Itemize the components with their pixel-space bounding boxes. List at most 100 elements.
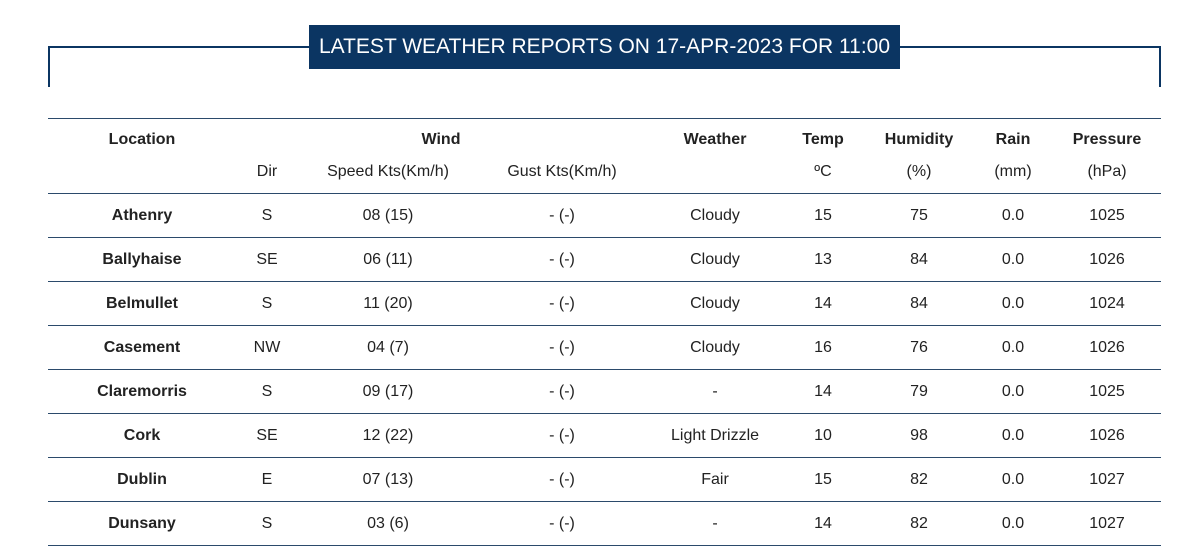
data-cell: 09 (17)	[362, 383, 414, 400]
data-cell: 13	[814, 251, 832, 268]
header-sublabel: (%)	[906, 163, 932, 180]
data-cell: - (-)	[549, 515, 575, 532]
location-cell: Athenry	[111, 207, 173, 224]
data-cell: 14	[814, 515, 832, 532]
data-cell: 14	[814, 295, 832, 312]
data-cell: - (-)	[549, 207, 575, 224]
row-border	[48, 369, 1161, 370]
data-cell: Cloudy	[690, 207, 740, 224]
location-cell: Dublin	[117, 471, 167, 488]
header-sublabel: ºC	[814, 163, 832, 180]
bracket-left-h	[48, 46, 309, 48]
table-top-border	[48, 118, 1161, 119]
row-border	[48, 457, 1161, 458]
data-cell: SE	[256, 251, 278, 268]
data-cell: 15	[814, 207, 832, 224]
data-cell: - (-)	[549, 251, 575, 268]
data-cell: 0.0	[1001, 207, 1025, 224]
header-border	[48, 193, 1161, 194]
data-cell: 1026	[1089, 251, 1125, 268]
data-cell: S	[261, 515, 273, 532]
data-cell: 0.0	[1001, 383, 1025, 400]
data-cell: 11 (20)	[363, 295, 413, 312]
data-cell: Cloudy	[690, 251, 740, 268]
data-cell: 08 (15)	[362, 207, 414, 224]
data-cell: NW	[253, 339, 281, 356]
data-cell: 07 (13)	[362, 471, 414, 488]
data-cell: 14	[814, 383, 832, 400]
data-cell: 06 (11)	[363, 251, 413, 268]
header-label: Pressure	[1072, 131, 1142, 148]
header-label: Weather	[683, 131, 747, 148]
data-cell: - (-)	[549, 471, 575, 488]
data-cell: 0.0	[1001, 515, 1025, 532]
data-cell: 84	[910, 295, 928, 312]
data-cell: 15	[814, 471, 832, 488]
data-cell: 03 (6)	[367, 515, 409, 532]
data-cell: 1027	[1089, 515, 1125, 532]
data-cell: 82	[910, 471, 928, 488]
data-cell: -	[712, 383, 718, 400]
location-cell: Claremorris	[97, 383, 187, 400]
bracket-left-v	[48, 46, 50, 87]
row-border	[48, 237, 1161, 238]
data-cell: 0.0	[1001, 339, 1025, 356]
bracket-right-v	[1159, 46, 1161, 87]
header-sublabel: Speed Kts(Km/h)	[327, 163, 449, 180]
header-sublabel: (mm)	[994, 163, 1032, 180]
data-cell: 79	[910, 383, 928, 400]
data-cell: - (-)	[549, 339, 575, 356]
location-cell: Belmullet	[105, 295, 179, 312]
data-cell: 1027	[1089, 471, 1125, 488]
data-cell: 0.0	[1001, 471, 1025, 488]
data-cell: Cloudy	[690, 295, 740, 312]
data-cell: 1024	[1089, 295, 1125, 312]
title: LATEST WEATHER REPORTS ON 17-APR-2023 FO…	[309, 25, 900, 69]
data-cell: 84	[910, 251, 928, 268]
data-cell: 0.0	[1001, 427, 1025, 444]
data-cell: Fair	[701, 471, 729, 488]
data-cell: 75	[910, 207, 928, 224]
data-cell: 1026	[1089, 339, 1125, 356]
location-cell: Ballyhaise	[102, 251, 182, 268]
header-sublabel: (hPa)	[1087, 163, 1127, 180]
data-cell: S	[261, 383, 273, 400]
row-border	[48, 501, 1161, 502]
header-label: Wind	[421, 131, 461, 148]
row-border	[48, 325, 1161, 326]
data-cell: -	[712, 515, 718, 532]
row-border	[48, 281, 1161, 282]
data-cell: 16	[814, 339, 832, 356]
header-label: Rain	[995, 131, 1031, 148]
data-cell: 12 (22)	[362, 427, 414, 444]
data-cell: Light Drizzle	[670, 427, 760, 444]
data-cell: - (-)	[549, 295, 575, 312]
data-cell: 76	[910, 339, 928, 356]
location-cell: Casement	[103, 339, 181, 356]
data-cell: 04 (7)	[367, 339, 409, 356]
data-cell: - (-)	[549, 427, 575, 444]
data-cell: 1025	[1089, 207, 1125, 224]
row-border	[48, 413, 1161, 414]
data-cell: Cloudy	[690, 339, 740, 356]
data-cell: 0.0	[1001, 295, 1025, 312]
data-cell: 0.0	[1001, 251, 1025, 268]
row-border	[48, 545, 1161, 546]
data-cell: 1025	[1089, 383, 1125, 400]
data-cell: 82	[910, 515, 928, 532]
data-cell: 10	[814, 427, 832, 444]
location-cell: Cork	[123, 427, 161, 444]
header-label: Humidity	[884, 131, 954, 148]
data-cell: - (-)	[549, 383, 575, 400]
header-label: Location	[108, 131, 176, 148]
data-cell: SE	[256, 427, 278, 444]
header-sublabel: Dir	[256, 163, 278, 180]
bracket-right-h	[900, 46, 1161, 48]
data-cell: S	[261, 295, 273, 312]
data-cell: S	[261, 207, 273, 224]
data-cell: 1026	[1089, 427, 1125, 444]
location-cell: Dunsany	[108, 515, 176, 532]
data-cell: E	[261, 471, 273, 488]
data-cell: 98	[910, 427, 928, 444]
